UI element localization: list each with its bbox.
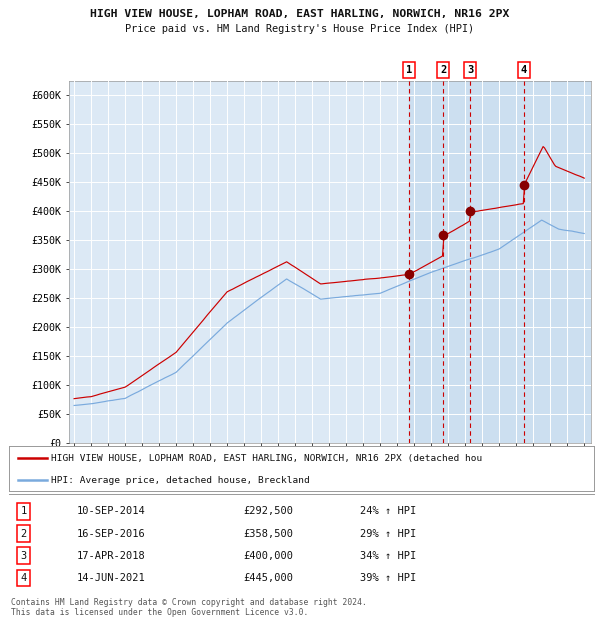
Text: £400,000: £400,000 <box>243 551 293 560</box>
Text: HPI: Average price, detached house, Breckland: HPI: Average price, detached house, Brec… <box>51 476 310 485</box>
Text: Price paid vs. HM Land Registry's House Price Index (HPI): Price paid vs. HM Land Registry's House … <box>125 24 475 33</box>
Text: 2: 2 <box>440 65 446 75</box>
Text: 3: 3 <box>20 551 27 560</box>
Text: 14-JUN-2021: 14-JUN-2021 <box>76 573 145 583</box>
Text: 4: 4 <box>521 65 527 75</box>
Text: HIGH VIEW HOUSE, LOPHAM ROAD, EAST HARLING, NORWICH, NR16 2PX (detached hou: HIGH VIEW HOUSE, LOPHAM ROAD, EAST HARLI… <box>51 454 482 463</box>
Text: 2: 2 <box>20 529 27 539</box>
Text: 17-APR-2018: 17-APR-2018 <box>76 551 145 560</box>
Text: 1: 1 <box>406 65 412 75</box>
Text: 24% ↑ HPI: 24% ↑ HPI <box>360 507 416 516</box>
Text: HIGH VIEW HOUSE, LOPHAM ROAD, EAST HARLING, NORWICH, NR16 2PX: HIGH VIEW HOUSE, LOPHAM ROAD, EAST HARLI… <box>91 9 509 19</box>
Text: 1: 1 <box>20 507 27 516</box>
Text: 29% ↑ HPI: 29% ↑ HPI <box>360 529 416 539</box>
Text: 10-SEP-2014: 10-SEP-2014 <box>76 507 145 516</box>
Text: £292,500: £292,500 <box>243 507 293 516</box>
Text: Contains HM Land Registry data © Crown copyright and database right 2024.
This d: Contains HM Land Registry data © Crown c… <box>11 598 367 617</box>
Text: £445,000: £445,000 <box>243 573 293 583</box>
Text: 3: 3 <box>467 65 473 75</box>
Bar <box>409 81 591 443</box>
Text: 34% ↑ HPI: 34% ↑ HPI <box>360 551 416 560</box>
Text: 16-SEP-2016: 16-SEP-2016 <box>76 529 145 539</box>
Text: £358,500: £358,500 <box>243 529 293 539</box>
Text: 4: 4 <box>20 573 27 583</box>
Text: 39% ↑ HPI: 39% ↑ HPI <box>360 573 416 583</box>
